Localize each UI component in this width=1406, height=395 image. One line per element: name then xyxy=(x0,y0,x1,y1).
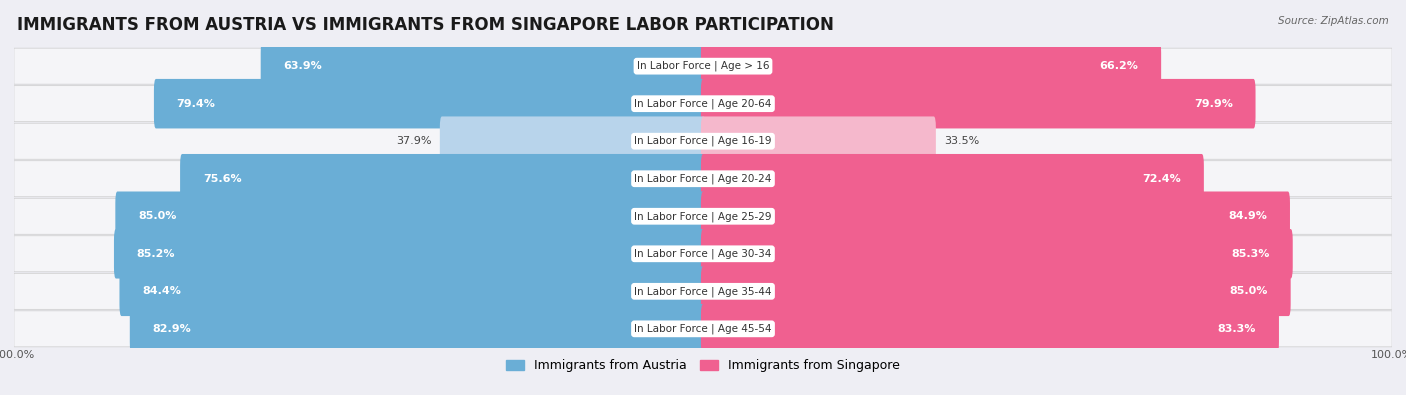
Text: In Labor Force | Age 20-64: In Labor Force | Age 20-64 xyxy=(634,98,772,109)
FancyBboxPatch shape xyxy=(129,304,704,354)
Text: 66.2%: 66.2% xyxy=(1099,61,1139,71)
FancyBboxPatch shape xyxy=(702,79,1256,128)
FancyBboxPatch shape xyxy=(702,229,1292,278)
Text: 75.6%: 75.6% xyxy=(202,174,242,184)
FancyBboxPatch shape xyxy=(114,229,704,278)
FancyBboxPatch shape xyxy=(14,161,1392,197)
FancyBboxPatch shape xyxy=(260,41,704,91)
FancyBboxPatch shape xyxy=(440,117,704,166)
Text: 85.3%: 85.3% xyxy=(1232,249,1270,259)
Text: In Labor Force | Age 20-24: In Labor Force | Age 20-24 xyxy=(634,173,772,184)
FancyBboxPatch shape xyxy=(14,48,1392,84)
FancyBboxPatch shape xyxy=(180,154,704,203)
Text: 85.2%: 85.2% xyxy=(136,249,176,259)
FancyBboxPatch shape xyxy=(14,123,1392,159)
FancyBboxPatch shape xyxy=(702,192,1289,241)
FancyBboxPatch shape xyxy=(14,273,1392,309)
Text: In Labor Force | Age 25-29: In Labor Force | Age 25-29 xyxy=(634,211,772,222)
Text: In Labor Force | Age 30-34: In Labor Force | Age 30-34 xyxy=(634,248,772,259)
Text: In Labor Force | Age > 16: In Labor Force | Age > 16 xyxy=(637,61,769,71)
Text: IMMIGRANTS FROM AUSTRIA VS IMMIGRANTS FROM SINGAPORE LABOR PARTICIPATION: IMMIGRANTS FROM AUSTRIA VS IMMIGRANTS FR… xyxy=(17,16,834,34)
Text: In Labor Force | Age 16-19: In Labor Force | Age 16-19 xyxy=(634,136,772,147)
FancyBboxPatch shape xyxy=(702,267,1291,316)
Text: 100.0%: 100.0% xyxy=(0,350,35,360)
FancyBboxPatch shape xyxy=(702,154,1204,203)
Text: 37.9%: 37.9% xyxy=(396,136,432,146)
Text: 100.0%: 100.0% xyxy=(1371,350,1406,360)
Legend: Immigrants from Austria, Immigrants from Singapore: Immigrants from Austria, Immigrants from… xyxy=(501,354,905,377)
Text: 84.9%: 84.9% xyxy=(1229,211,1267,221)
Text: 85.0%: 85.0% xyxy=(1230,286,1268,296)
Text: Source: ZipAtlas.com: Source: ZipAtlas.com xyxy=(1278,16,1389,26)
FancyBboxPatch shape xyxy=(14,198,1392,234)
Text: 63.9%: 63.9% xyxy=(284,61,322,71)
Text: 79.9%: 79.9% xyxy=(1194,99,1233,109)
FancyBboxPatch shape xyxy=(14,86,1392,122)
FancyBboxPatch shape xyxy=(153,79,704,128)
Text: 33.5%: 33.5% xyxy=(945,136,980,146)
Text: 72.4%: 72.4% xyxy=(1142,174,1181,184)
Text: In Labor Force | Age 35-44: In Labor Force | Age 35-44 xyxy=(634,286,772,297)
Text: 79.4%: 79.4% xyxy=(177,99,215,109)
Text: 83.3%: 83.3% xyxy=(1218,324,1256,334)
FancyBboxPatch shape xyxy=(14,236,1392,272)
Text: 82.9%: 82.9% xyxy=(152,324,191,334)
FancyBboxPatch shape xyxy=(14,311,1392,347)
FancyBboxPatch shape xyxy=(115,192,704,241)
FancyBboxPatch shape xyxy=(702,41,1161,91)
Text: In Labor Force | Age 45-54: In Labor Force | Age 45-54 xyxy=(634,324,772,334)
Text: 84.4%: 84.4% xyxy=(142,286,181,296)
Text: 85.0%: 85.0% xyxy=(138,211,176,221)
FancyBboxPatch shape xyxy=(702,117,936,166)
FancyBboxPatch shape xyxy=(120,267,704,316)
FancyBboxPatch shape xyxy=(702,304,1279,354)
